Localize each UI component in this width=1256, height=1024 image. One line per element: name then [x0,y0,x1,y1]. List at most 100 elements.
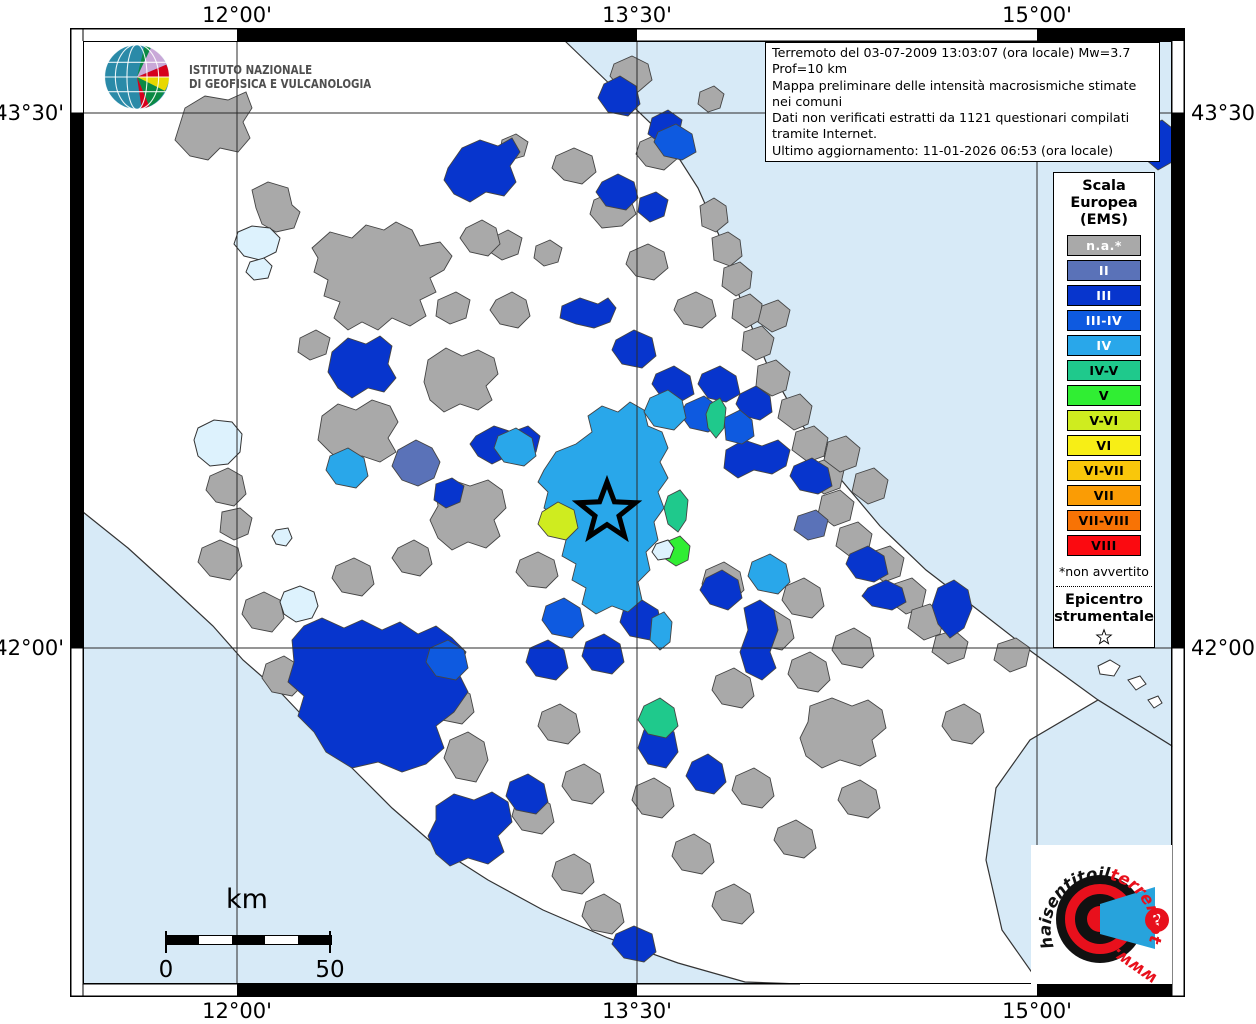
municipality-na [311,221,453,331]
island [1127,675,1147,691]
municipality-na [317,399,399,465]
municipality-na [537,703,581,745]
legend-title: Scala Europea (EMS) [1070,178,1137,229]
municipality-na [435,291,471,325]
event-info-line4: Ultimo aggiornamento: 11-01-2026 06:53 (… [772,142,1114,158]
municipality-II [793,509,829,541]
municipality-III [525,639,569,681]
scalebar-fifty-label: 50 [315,957,345,983]
graticule [83,41,1172,984]
legend-swatch-III: III [1067,285,1141,306]
municipality-na [721,261,753,297]
legend-epicenter-label: Epicentro strumentale [1054,592,1154,626]
municipality-IV [325,447,369,489]
municipality-na [697,85,725,113]
ingv-logo-text: ISTITUTO NAZIONALE DI GEOFISICA E VULCAN… [189,61,371,92]
municipality-na [251,181,301,233]
municipality-IIIIV [723,409,755,445]
municipality-na [757,299,791,333]
scalebar: 0 50 [159,931,345,989]
haisentitoilterremoto-logo-icon: ? haisentitoilterremoto.it www. [1025,830,1169,989]
municipality-na [197,539,243,581]
axis-label-bottom-1500: 15°00' [1002,999,1072,1023]
lake [651,539,675,561]
logo-www-text: www. [1108,944,1161,984]
municipality-III [789,457,833,495]
municipality-III [597,75,641,117]
lake [279,585,319,623]
legend-swatch-VI: VI [1067,435,1141,456]
municipality-III [931,579,973,639]
legend-title-line3: (EMS) [1079,212,1129,228]
municipality-III [505,773,549,815]
municipality-VVI [537,501,579,541]
municipality-na [631,777,675,819]
municipality-IV [649,611,673,651]
ingv-globe-icon [104,44,170,110]
municipality-IIIIV [541,597,585,639]
ingv-logo-line1: ISTITUTO NAZIONALE [189,61,313,77]
municipality-na [459,219,501,257]
municipality-IVV [637,697,679,739]
legend-swatch-III-IV: III-IV [1067,310,1141,331]
axis-label-top-1500: 15°00' [1002,3,1072,27]
municipality-III [637,191,669,223]
municipality-III [595,173,639,211]
axis-label-top-12: 12°00' [202,3,272,27]
municipality-na [673,291,717,329]
lake [245,257,273,281]
municipality-na [561,763,605,805]
municipality-na [671,833,715,875]
municipality-III [861,579,907,611]
municipality-na [741,325,775,361]
ingv-logo: ISTITUTO NAZIONALE DI GEOFISICA E VULCAN… [94,43,411,111]
scalebar-zero-label: 0 [158,957,174,983]
logo-sound-cone [1100,887,1155,949]
municipality-III [699,569,743,611]
legend-title-line1: Scala [1082,178,1126,194]
municipality-na [581,893,625,935]
legend-epicenter-star-icon [1095,628,1113,645]
municipality-na [993,637,1031,673]
legend-swatch-IV-V: IV-V [1067,360,1141,381]
legend-divider [1056,586,1152,587]
legend-swatch-VIII: VIII [1067,535,1141,556]
municipality-na [791,425,829,463]
scalebar-segment [265,936,298,944]
municipality-IV [643,389,687,431]
municipality-na [777,393,813,431]
legend-swatch-n.a.*: n.a.* [1067,235,1141,256]
municipality-IIIIV [425,639,469,681]
municipality-na [731,767,775,809]
scalebar-segment [298,936,331,944]
municipality-IV [493,427,537,467]
municipality-III [845,545,889,583]
municipality-na [699,197,729,233]
event-info-line1: Terremoto del 03-07-2009 13:03:07 (ora l… [772,45,1131,77]
axis-label-bottom-1330: 13°30' [602,999,672,1023]
municipality-III [327,335,397,399]
municipality-na [297,329,331,361]
municipality-na [781,577,825,619]
municipality-na [515,551,559,589]
municipality-III [433,477,465,509]
legend-epicenter-line2: strumentale [1054,609,1154,625]
island [1097,659,1121,677]
municipality-III [559,297,617,329]
islands-layer [1097,659,1163,709]
axis-label-top-1330: 13°30' [602,3,672,27]
municipality-na [391,539,433,577]
lake [271,527,293,547]
axis-label-bottom-12: 12°00' [202,999,272,1023]
axis-label-left-4330: 43°30' [0,101,64,125]
municipality-na [551,147,597,185]
municipality-II [391,439,441,487]
scalebar-tick-start [165,931,167,953]
event-info-line3: Dati non verificati estratti da 1121 que… [772,110,1130,142]
municipality-na [174,91,253,161]
municipality-IVV [705,397,727,439]
municipality-III [697,365,741,403]
municipality-na [331,557,375,597]
axis-label-right-4330: 43°30' [1191,101,1256,125]
